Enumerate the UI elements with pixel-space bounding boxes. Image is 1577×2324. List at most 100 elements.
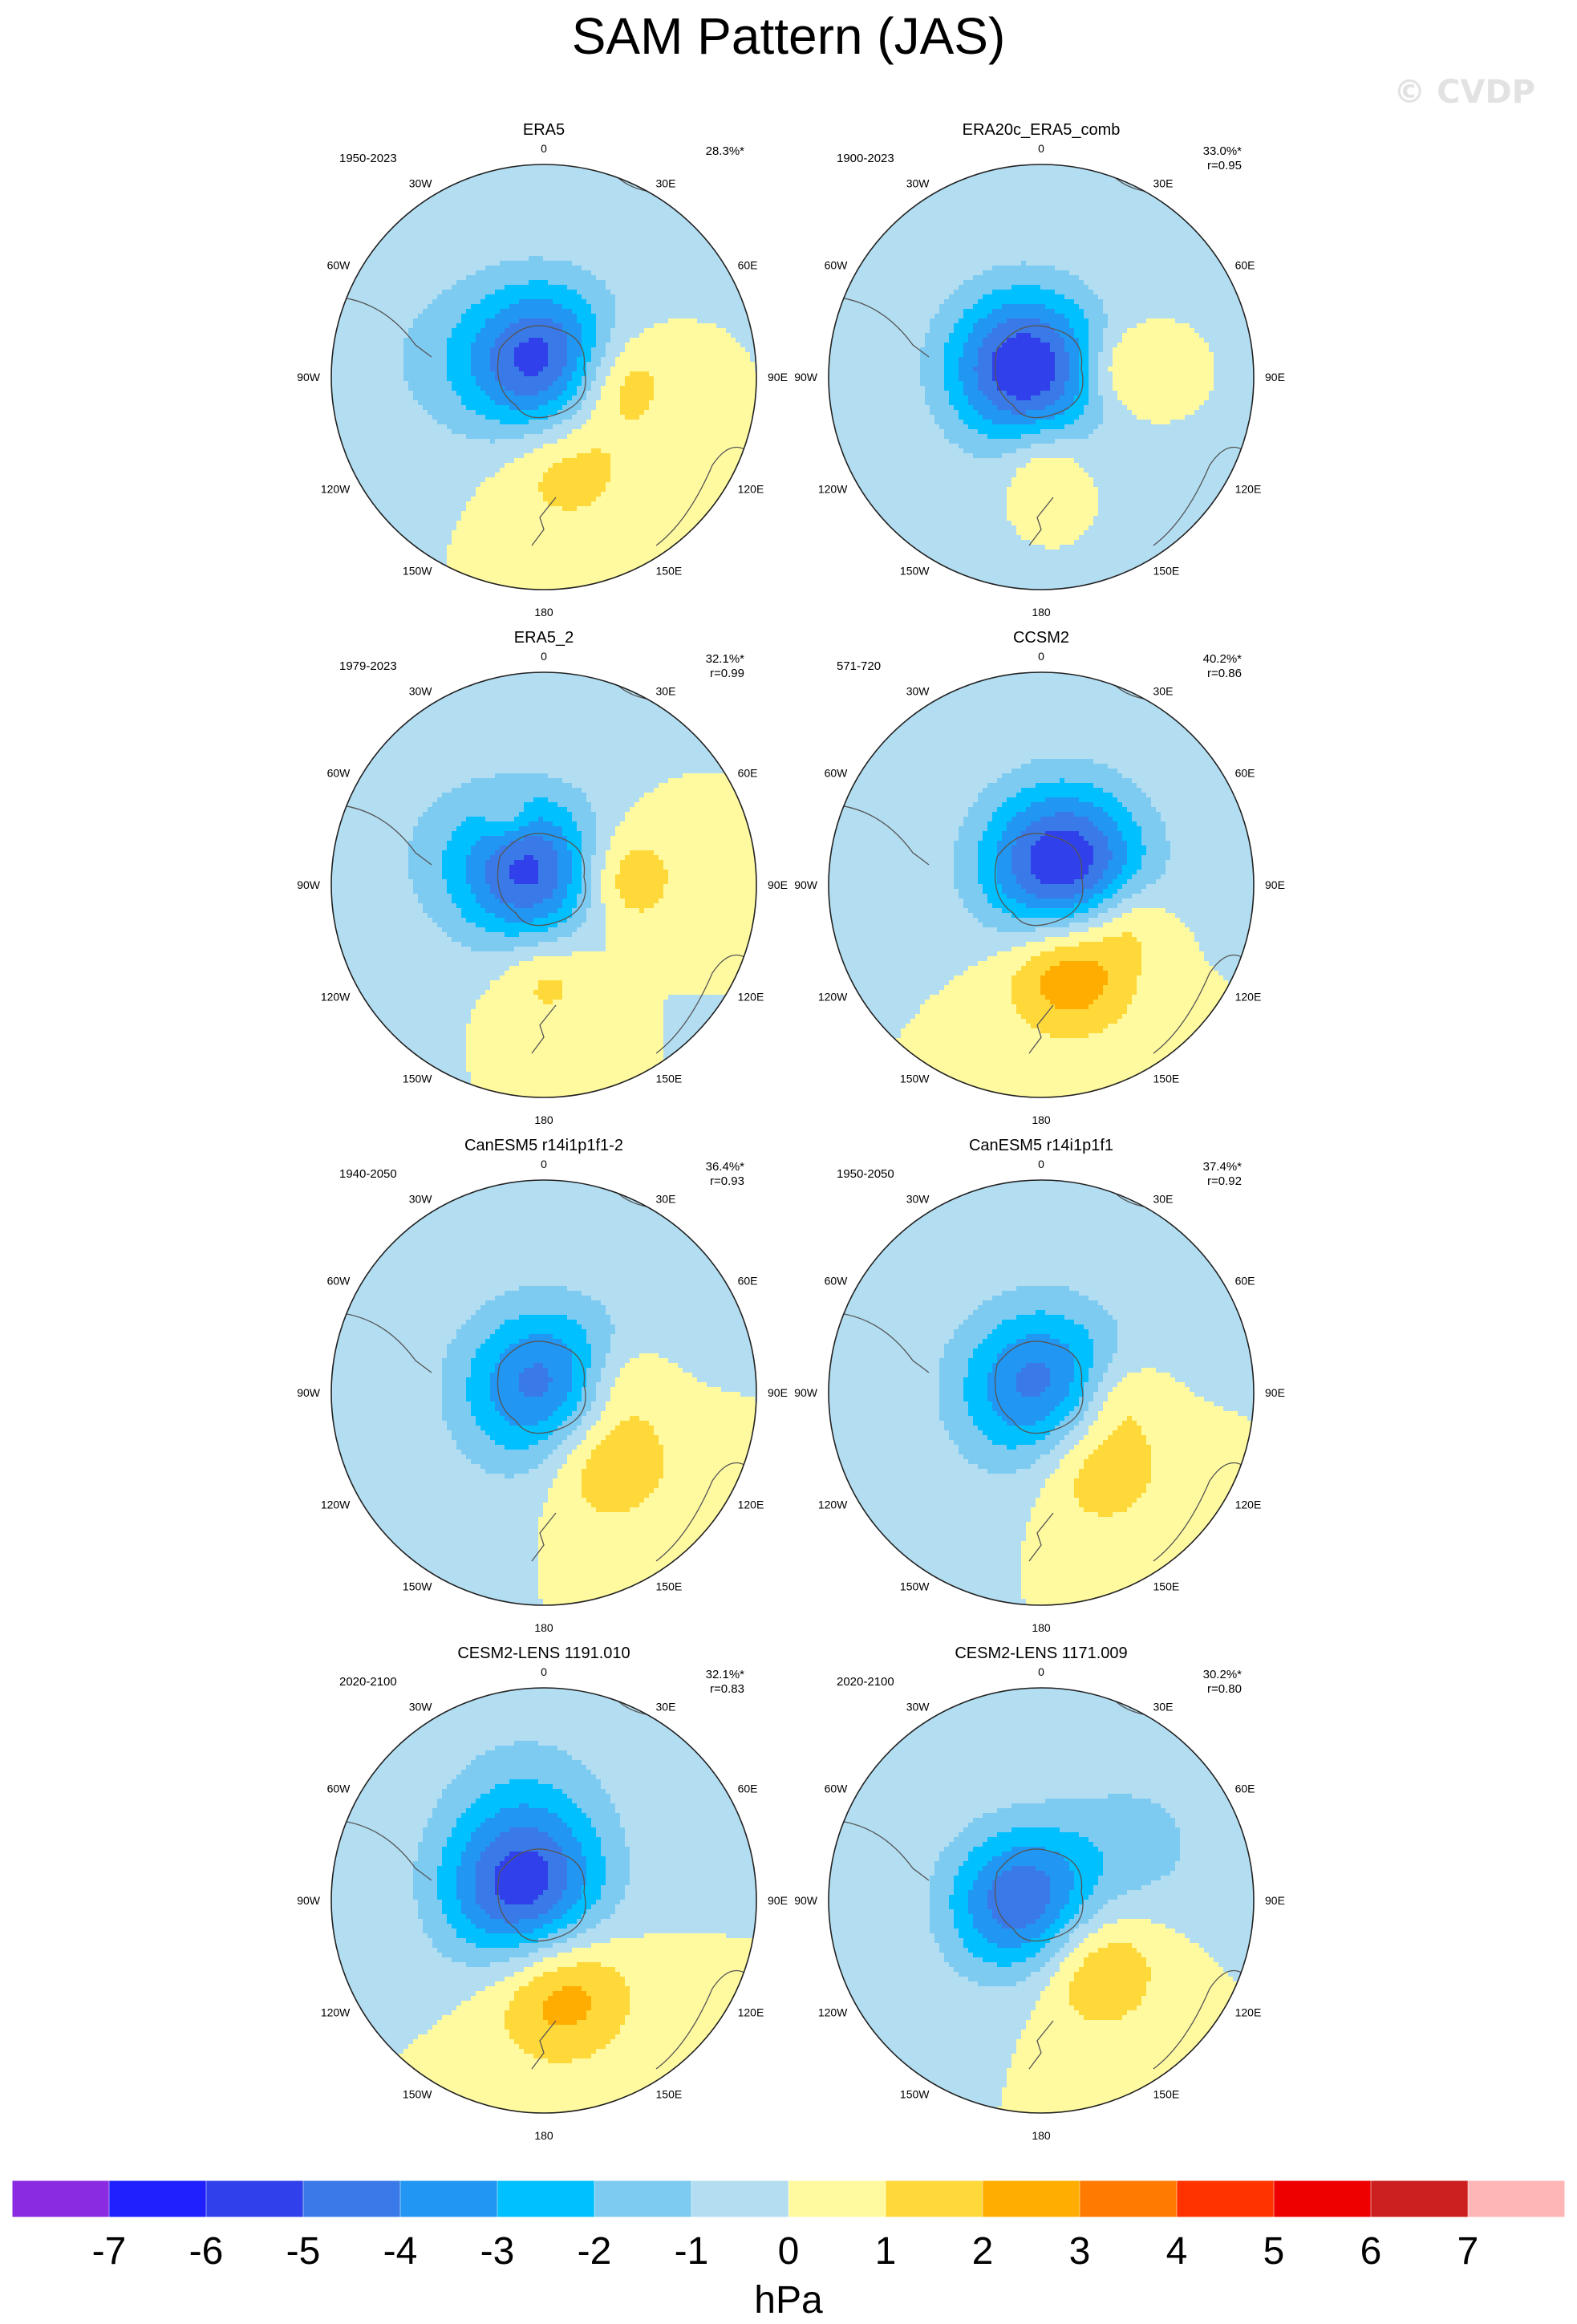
contour-cell (423, 453, 428, 459)
contour-cell (683, 309, 688, 314)
contour-cell (620, 429, 626, 435)
contour-cell (418, 453, 424, 459)
contour-cell (505, 256, 510, 262)
contour-cell (538, 333, 544, 339)
contour-cell (644, 270, 650, 276)
contour-cell (606, 314, 611, 319)
cvdp-watermark: © CVDP (1393, 74, 1535, 111)
contour-cell (375, 400, 380, 406)
contour-cell (731, 294, 736, 300)
contour-cell (485, 213, 491, 218)
contour-cell (394, 333, 399, 339)
contour-cell (408, 246, 414, 252)
contour-cell (716, 256, 722, 262)
contour-cell (538, 444, 544, 449)
contour-cell (615, 208, 621, 213)
contour-cell (625, 429, 630, 435)
contour-cell (586, 246, 592, 252)
contour-cell (567, 256, 573, 262)
contour-cell (692, 338, 698, 343)
contour-cell (663, 208, 669, 213)
contour-cell (692, 318, 698, 324)
contour-cell (711, 270, 717, 276)
contour-cell (456, 420, 462, 425)
contour-cell (519, 227, 525, 233)
contour-cell (659, 429, 664, 435)
contour-cell (654, 299, 659, 305)
contour-cell (466, 280, 472, 286)
contour-cell (437, 463, 443, 468)
contour-cell (466, 362, 472, 367)
contour-cell (408, 290, 414, 295)
contour-cell (582, 381, 587, 387)
contour-cell (461, 213, 467, 218)
contour-cell (601, 333, 606, 339)
contour-cell (683, 299, 688, 305)
contour-cell (620, 290, 626, 295)
contour-cell (519, 376, 525, 382)
map-panel: 030E60E90E120E150E180150W120W90W60W30WER… (297, 121, 788, 619)
contour-cell (529, 439, 534, 444)
contour-cell (480, 323, 486, 329)
contour-cell (336, 376, 342, 382)
contour-cell (413, 280, 419, 286)
contour-cell (582, 299, 587, 305)
contour-cell (644, 343, 650, 348)
contour-cell (644, 347, 650, 353)
contour-cell (557, 174, 563, 180)
contour-cell (572, 357, 578, 363)
contour-cell (442, 304, 448, 310)
contour-cell (514, 280, 520, 286)
contour-cell (591, 429, 597, 435)
contour-cell (394, 357, 399, 363)
contour-cell (423, 203, 428, 209)
contour-cell (437, 309, 443, 314)
contour-cell (687, 304, 693, 310)
contour-cell (582, 256, 587, 262)
contour-cell (711, 343, 717, 348)
contour-cell (610, 193, 616, 199)
contour-cell (524, 371, 529, 377)
contour-cell (553, 179, 558, 185)
contour-cell (533, 439, 539, 444)
contour-cell (413, 371, 419, 377)
contour-cell (702, 251, 707, 257)
contour-cell (692, 376, 698, 382)
contour-cell (726, 328, 732, 334)
contour-cell (586, 405, 592, 411)
contour-cell (673, 256, 679, 262)
contour-cell (418, 290, 424, 295)
contour-cell (485, 285, 491, 290)
contour-cell (649, 444, 655, 449)
contour-cell (403, 415, 409, 420)
contour-cell (389, 256, 395, 262)
contour-cell (562, 347, 568, 353)
contour-cell (533, 174, 539, 180)
contour-cell (615, 444, 621, 449)
contour-cell (423, 246, 428, 252)
contour-cell (707, 338, 712, 343)
contour-cell (476, 246, 481, 252)
contour-cell (615, 256, 621, 262)
contour-cell (687, 237, 693, 242)
contour-cell (341, 376, 347, 382)
contour-cell (399, 309, 404, 314)
contour-cell (461, 222, 467, 228)
contour-cell (519, 198, 525, 204)
contour-cell (582, 429, 587, 435)
contour-cell (577, 314, 582, 319)
contour-cell (577, 391, 582, 396)
contour-cell (678, 415, 683, 420)
contour-cell (687, 347, 693, 353)
contour-cell (418, 352, 424, 358)
contour-cell (432, 347, 438, 353)
contour-cell (567, 241, 573, 247)
contour-cell (452, 251, 457, 257)
contour-cell (437, 203, 443, 209)
contour-cell (687, 405, 693, 411)
contour-cell (721, 429, 727, 435)
contour-cell (360, 448, 366, 454)
contour-cell (529, 400, 534, 406)
contour-cell (606, 429, 611, 435)
contour-cell (351, 400, 356, 406)
